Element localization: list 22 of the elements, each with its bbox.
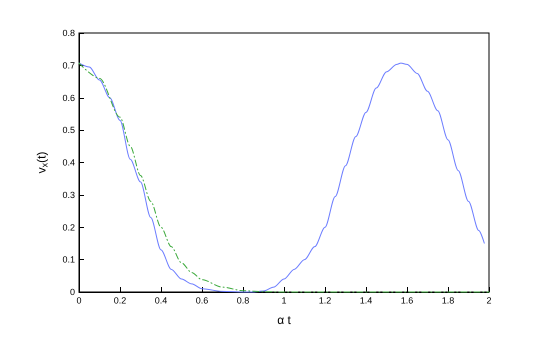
x-tick-label: 0.6 [196,296,208,306]
y-tick-label: 0.5 [62,125,75,136]
x-tick-label: 0.4 [154,296,168,306]
y-tick-label: 0 [70,287,75,297]
x-tick-label: 1.4 [360,296,372,306]
x-tick-label: 0.2 [114,296,126,306]
y-tick-label: 0.7 [62,60,75,70]
x-tick-label: 1.6 [400,296,414,306]
x-tick-label: 2 [486,296,492,306]
y-tick-label: 0.1 [62,254,75,265]
x-tick-label: 0 [76,296,82,306]
y-tick-label: 0.3 [62,190,75,200]
x-tick-label: 1.2 [318,296,332,306]
y-tick-label: 0.2 [62,222,75,232]
x-tick-label: 0.8 [236,296,250,306]
y-tick-label: 0.8 [62,28,75,38]
x-tick-label: 1 [281,296,287,306]
y-tick-label: 0.4 [62,158,75,168]
x-axis-title: α t [277,313,292,327]
y-tick-label: 0.6 [62,92,75,103]
y-axis-title: vx(t) [34,152,50,174]
x-tick-label: 1.8 [442,296,454,306]
